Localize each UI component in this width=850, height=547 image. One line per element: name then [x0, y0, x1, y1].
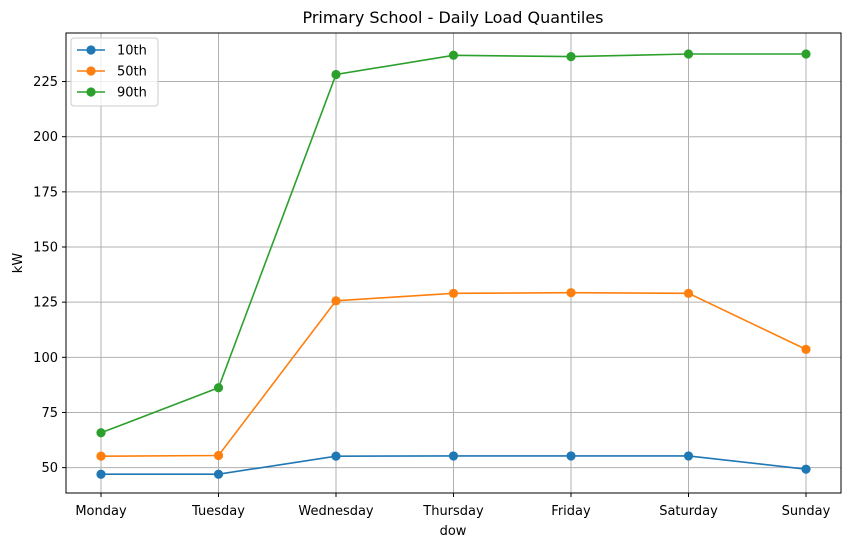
x-tick-label: Monday — [75, 504, 127, 519]
data-point-90th — [448, 50, 459, 60]
y-axis-ticks: 50 75 100 125 150 175 200 225 — [33, 75, 66, 476]
data-point-50th — [566, 288, 576, 298]
data-point-50th — [96, 451, 106, 461]
data-point-90th — [213, 383, 224, 393]
data-point-50th — [683, 288, 694, 298]
data-point-90th — [331, 69, 341, 80]
data-point-10th — [448, 451, 459, 461]
y-tick-label: 125 — [33, 296, 58, 311]
data-point-10th — [331, 451, 341, 461]
y-tick-label: 200 — [33, 130, 58, 145]
data-point-50th — [331, 296, 341, 306]
x-tick-label: Friday — [551, 504, 591, 519]
legend-label-50th: 50th — [117, 65, 147, 80]
x-tick-label: Thursday — [422, 504, 484, 519]
data-point-50th — [801, 344, 811, 354]
y-tick-label: 50 — [41, 461, 58, 476]
legend-marker-10th — [86, 45, 96, 55]
data-point-90th — [96, 428, 106, 438]
legend-marker-90th — [86, 87, 96, 97]
data-point-90th — [801, 49, 811, 59]
series-90th — [96, 49, 811, 438]
y-tick-label: 150 — [33, 241, 58, 256]
x-tick-label: Tuesday — [191, 504, 245, 519]
y-axis-label: kW — [11, 253, 26, 274]
x-tick-label: Sunday — [782, 504, 831, 519]
series-50th — [96, 288, 811, 461]
data-point-50th — [213, 450, 224, 461]
data-point-10th — [566, 451, 576, 461]
data-point-90th — [566, 52, 576, 62]
x-axis-ticks: Monday Tuesday Wednesday Thursday Friday Satu… — [75, 493, 831, 519]
y-tick-label: 100 — [33, 351, 58, 366]
data-point-50th — [448, 288, 459, 298]
y-tick-label: 175 — [33, 185, 58, 200]
data-point-10th — [683, 451, 694, 461]
data-point-10th — [96, 469, 106, 479]
series-10th — [96, 451, 811, 479]
data-point-10th — [213, 469, 224, 479]
chart-title: Primary School - Daily Load Quantiles — [302, 8, 603, 27]
series-layer — [96, 49, 811, 479]
grid — [66, 33, 841, 493]
legend: 10th 50th 90th — [70, 37, 159, 107]
x-axis-label: dow — [440, 524, 467, 539]
data-point-90th — [683, 49, 694, 59]
legend-marker-50th — [86, 66, 96, 76]
data-point-10th — [801, 464, 811, 474]
legend-label-10th: 10th — [117, 44, 147, 59]
x-tick-label: Wednesday — [298, 504, 374, 519]
x-tick-label: Saturday — [659, 504, 718, 519]
y-tick-label: 225 — [33, 75, 58, 90]
legend-label-90th: 90th — [117, 86, 147, 101]
y-tick-label: 75 — [41, 406, 58, 421]
